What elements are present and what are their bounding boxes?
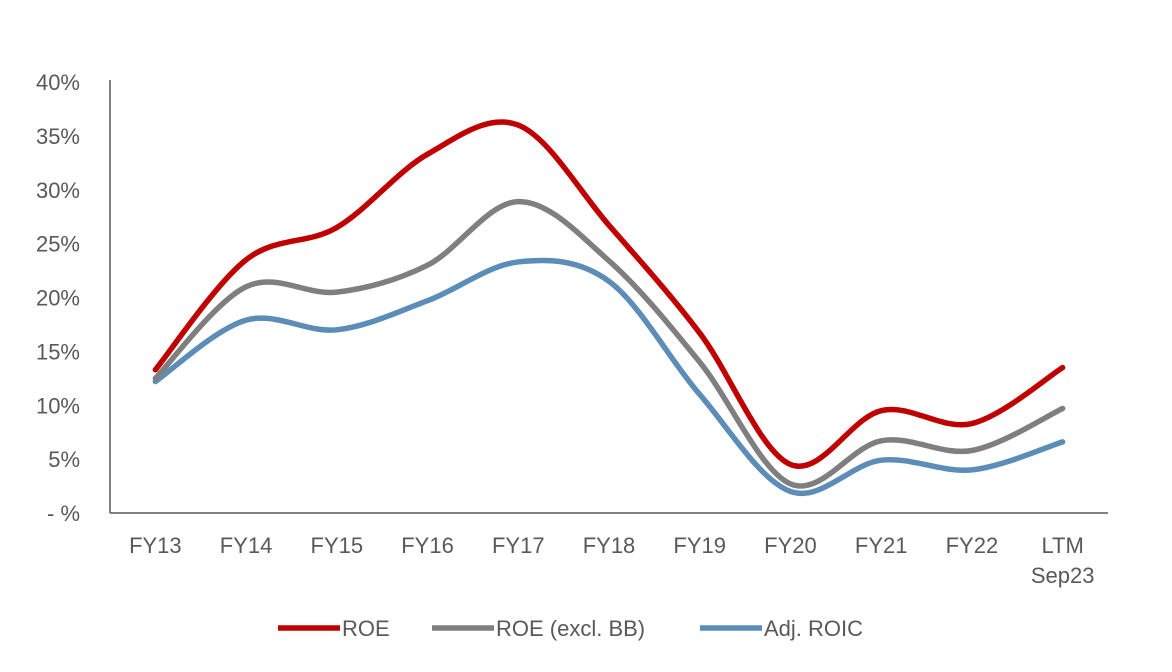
y-tick-label: - %	[47, 501, 80, 526]
series-line-adj-roic	[152, 257, 1066, 497]
axes	[109, 80, 1108, 514]
legend: ROE ROE (excl. BB) Adj. ROIC	[278, 616, 863, 641]
x-tick-label-line: FY20	[764, 533, 817, 558]
x-tick-label: FY13	[129, 533, 182, 558]
x-tick-label: FY15	[311, 533, 364, 558]
x-tick-label: FY18	[583, 533, 636, 558]
x-tick-label: FY21	[855, 533, 908, 558]
x-tick-label-line: FY18	[583, 533, 636, 558]
x-tick-label-line: FY13	[129, 533, 182, 558]
y-axis-ticks: - % 5% 10% 15% 20% 25% 30% 35% 40%	[36, 70, 80, 526]
x-tick-label-line: LTM	[1041, 533, 1083, 558]
y-tick-label: 20%	[36, 286, 80, 311]
x-tick-label-line: FY15	[311, 533, 364, 558]
y-tick-label: 5%	[48, 447, 80, 472]
series-line-roe-excl-bb	[152, 198, 1066, 489]
series-line-roe	[152, 119, 1066, 470]
y-tick-label: 30%	[36, 178, 80, 203]
series-lines	[152, 119, 1066, 497]
x-tick-label-line: Sep23	[1031, 563, 1095, 588]
x-tick-label-line: FY17	[492, 533, 545, 558]
legend-label: Adj. ROIC	[764, 616, 863, 641]
y-tick-label: 10%	[36, 393, 80, 418]
x-tick-label: LTM Sep23	[1031, 533, 1095, 588]
x-tick-label-line: FY19	[673, 533, 726, 558]
x-tick-label: FY19	[673, 533, 726, 558]
legend-label: ROE (excl. BB)	[496, 616, 645, 641]
x-axis-ticks: FY13 FY14 FY15 FY16 FY17 FY18 FY19 FY20 FY21 FY22…	[129, 533, 1094, 588]
x-tick-label: FY16	[401, 533, 454, 558]
x-tick-label: FY20	[764, 533, 817, 558]
legend-label: ROE	[342, 616, 390, 641]
y-tick-label: 35%	[36, 124, 80, 149]
x-tick-label-line: FY14	[220, 533, 273, 558]
x-tick-label: FY14	[220, 533, 273, 558]
x-tick-label-line: FY21	[855, 533, 908, 558]
x-tick-label-line: FY22	[946, 533, 999, 558]
x-tick-label: FY22	[946, 533, 999, 558]
x-tick-label-line: FY16	[401, 533, 454, 558]
y-tick-label: 40%	[36, 70, 80, 95]
x-tick-label: FY17	[492, 533, 545, 558]
y-tick-label: 15%	[36, 339, 80, 364]
y-tick-label: 25%	[36, 232, 80, 257]
